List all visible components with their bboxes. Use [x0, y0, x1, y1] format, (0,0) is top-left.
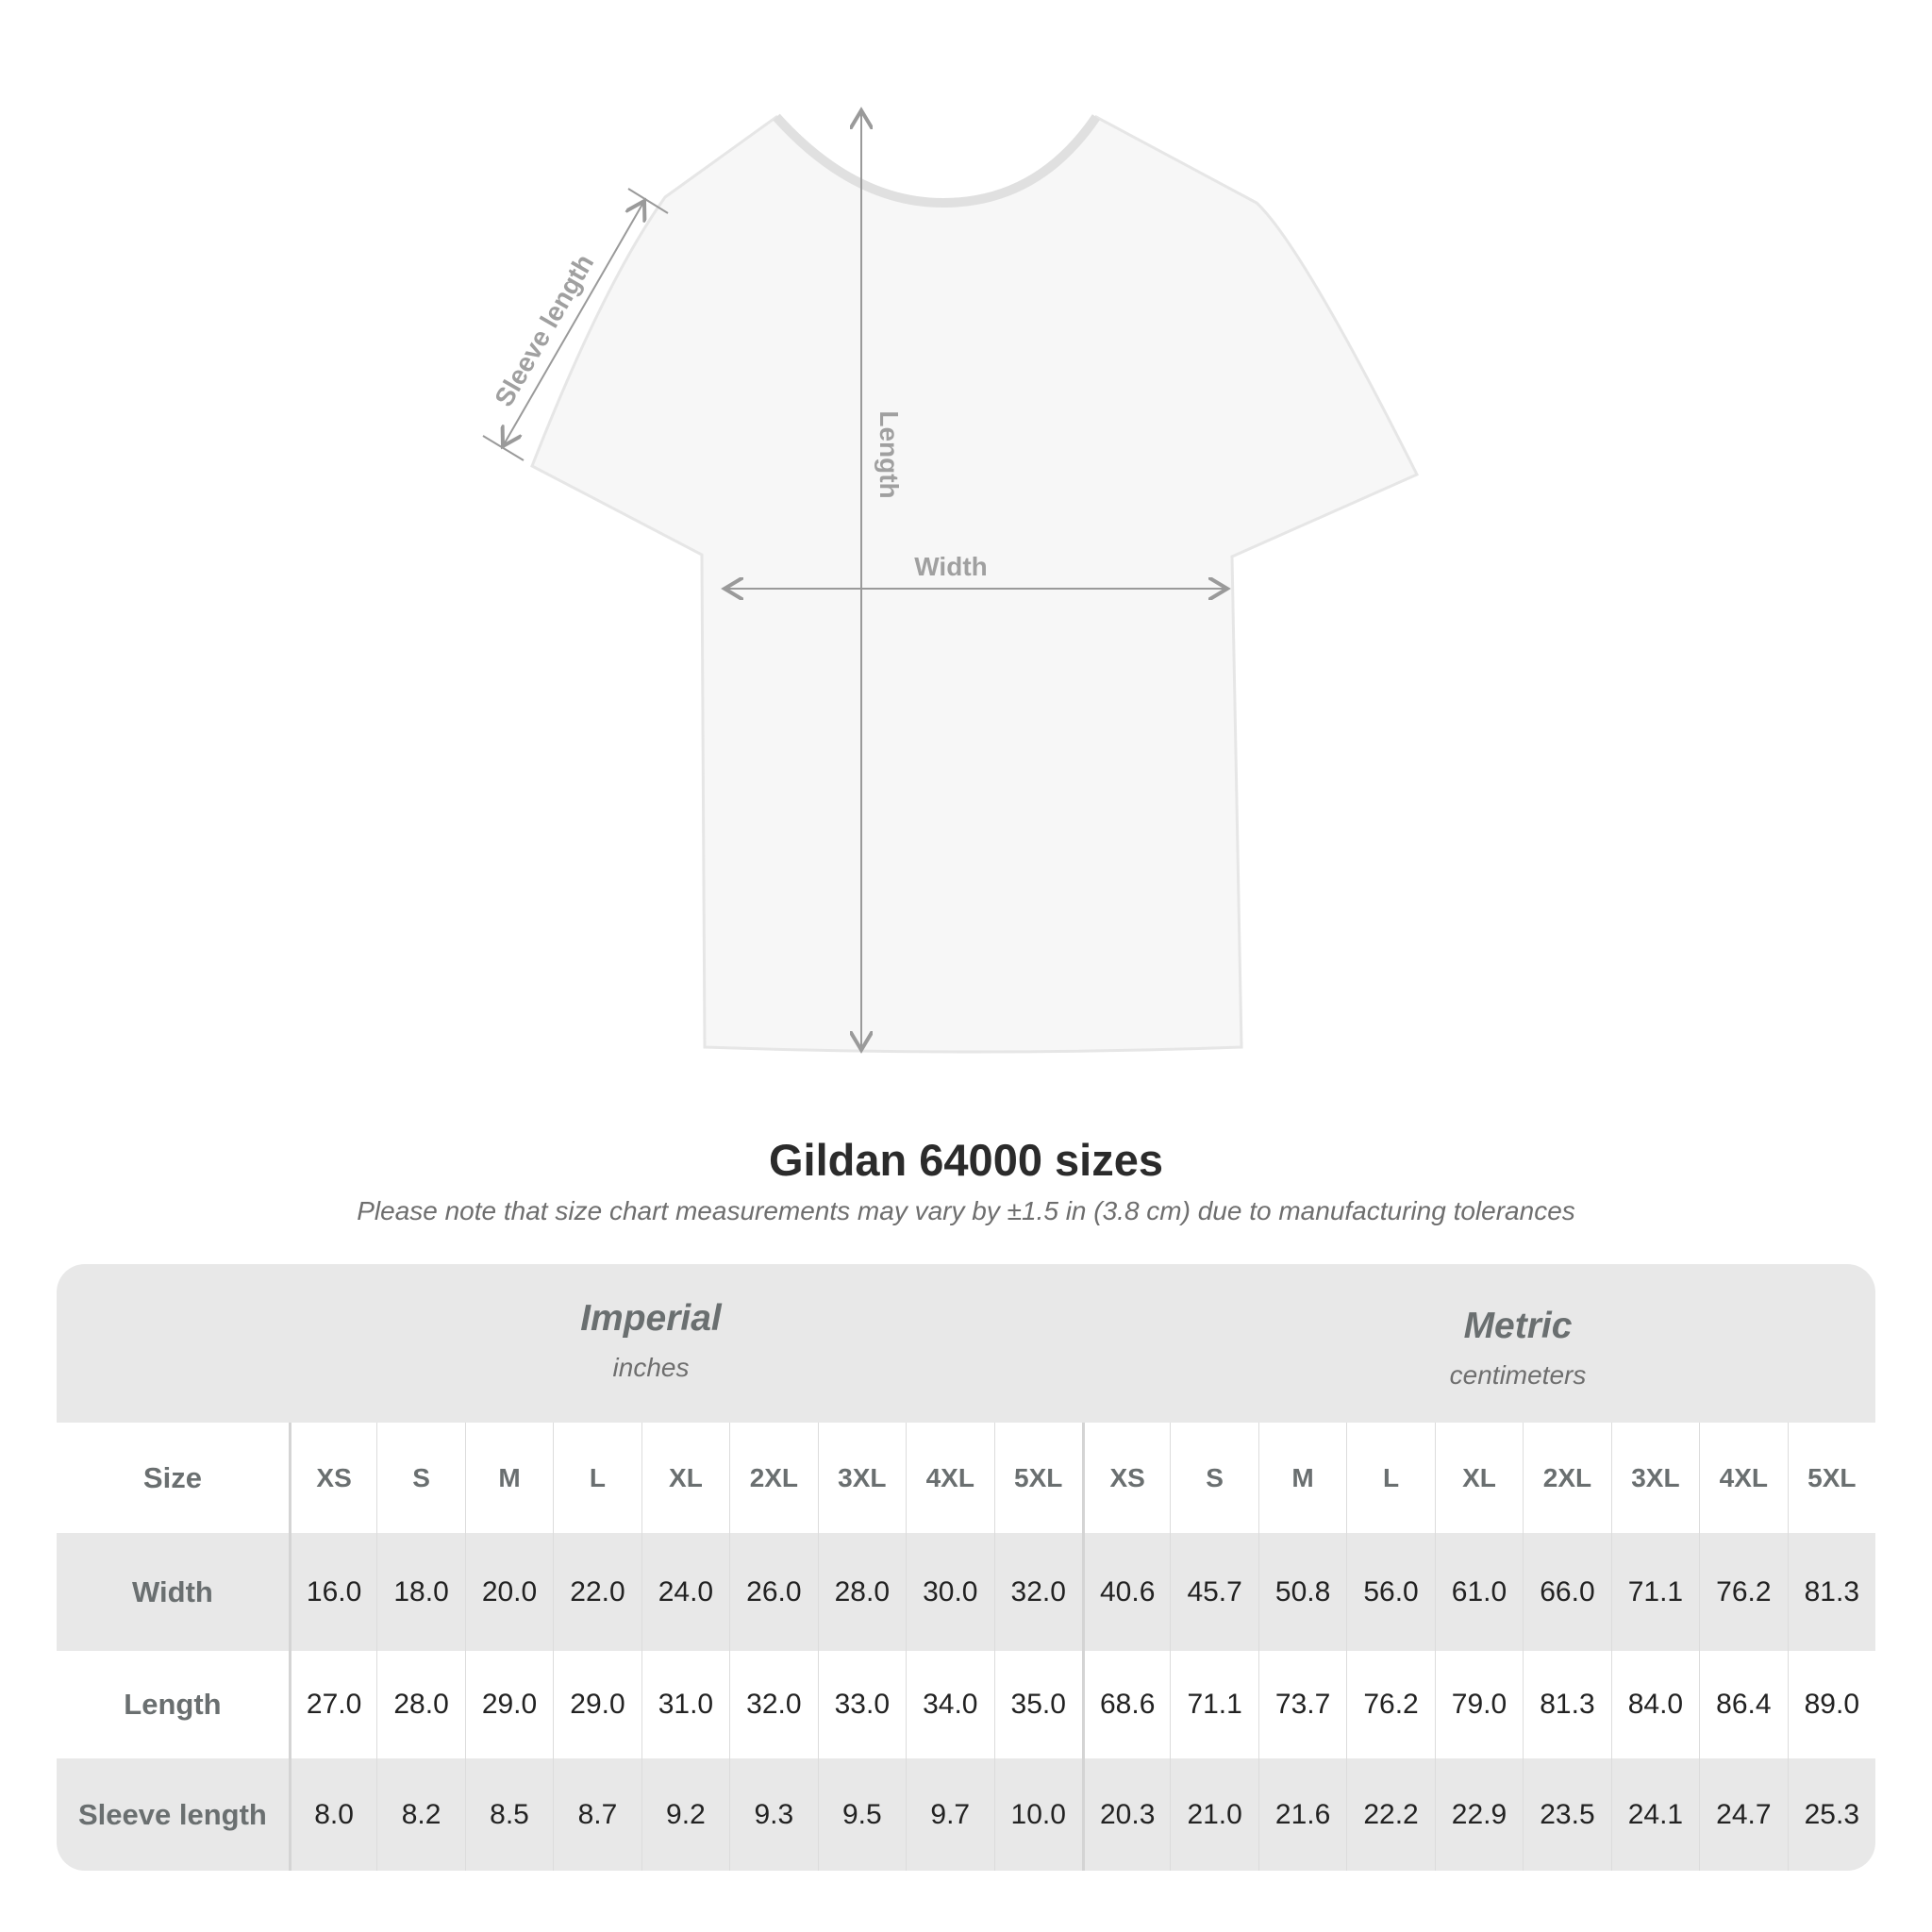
table-cell: 21.0: [1170, 1758, 1257, 1871]
table-cell: 76.2: [1346, 1651, 1434, 1758]
table-cell: 84.0: [1610, 1651, 1699, 1758]
length-label: Length: [874, 410, 904, 498]
table-cell: 71.1: [1170, 1651, 1257, 1758]
table-cell: 68.6: [1081, 1651, 1170, 1758]
size-header-metric-xl: XL: [1434, 1423, 1523, 1533]
table-cell: 27.0: [288, 1651, 376, 1758]
metric-header: Metric centimeters: [1449, 1306, 1587, 1390]
table-cell: 22.2: [1346, 1758, 1434, 1871]
table-cell: 81.3: [1523, 1651, 1610, 1758]
table-cell: 56.0: [1346, 1533, 1434, 1651]
table-cell: 24.0: [641, 1533, 729, 1651]
table-row-width: Width 16.0 18.0 20.0 22.0 24.0 26.0 28.0 30.0 32.…: [57, 1533, 1875, 1651]
table-cell: 20.3: [1081, 1758, 1170, 1871]
table-cell: 29.0: [553, 1651, 641, 1758]
table-cell: 32.0: [993, 1533, 1082, 1651]
table-cell: 9.7: [906, 1758, 993, 1871]
table-cell: 9.2: [641, 1758, 729, 1871]
unit-header: Imperial inches Metric centimeters: [57, 1264, 1875, 1423]
imperial-header: Imperial inches: [580, 1298, 722, 1382]
size-header-imperial-xs: XS: [288, 1423, 376, 1533]
table-cell: 45.7: [1170, 1533, 1257, 1651]
size-table: Imperial inches Metric centimeters Size …: [57, 1264, 1875, 1871]
size-header-metric-l: L: [1346, 1423, 1434, 1533]
size-header-row: Size XS S M L XL 2XL 3XL 4XL 5XL XS S M L XL 2XL 3XL 4XL…: [57, 1423, 1875, 1533]
size-header-imperial-s: S: [376, 1423, 464, 1533]
size-header-metric-s: S: [1170, 1423, 1257, 1533]
table-cell: 20.0: [464, 1533, 553, 1651]
table-cell: 22.0: [553, 1533, 641, 1651]
table-cell: 28.0: [817, 1533, 906, 1651]
table-cell: 31.0: [641, 1651, 729, 1758]
table-cell: 23.5: [1523, 1758, 1610, 1871]
table-cell: 35.0: [993, 1651, 1082, 1758]
table-cell: 16.0: [288, 1533, 376, 1651]
table-cell: 24.7: [1699, 1758, 1787, 1871]
size-label: Size: [142, 1460, 202, 1494]
table-cell: 50.8: [1257, 1533, 1346, 1651]
table-cell: 61.0: [1434, 1533, 1523, 1651]
size-header-metric-4xl: 4XL: [1699, 1423, 1787, 1533]
table-cell: 8.0: [288, 1758, 376, 1871]
tshirt-diagram: Sleeve length Length Width: [482, 0, 1420, 1113]
table-cell: 81.3: [1787, 1533, 1875, 1651]
size-header-metric-xs: XS: [1081, 1423, 1170, 1533]
table-cell: 22.9: [1434, 1758, 1523, 1871]
row-label: Sleeve length: [78, 1797, 267, 1831]
size-header-metric-2xl: 2XL: [1523, 1423, 1610, 1533]
size-header-imperial-xl: XL: [641, 1423, 729, 1533]
size-header-imperial-2xl: 2XL: [729, 1423, 817, 1533]
sleeve-measure-line: [503, 201, 644, 446]
table-cell: 30.0: [906, 1533, 993, 1651]
table-cell: 29.0: [464, 1651, 553, 1758]
page-title: Gildan 64000 sizes: [768, 1135, 1164, 1185]
table-cell: 79.0: [1434, 1651, 1523, 1758]
table-cell: 40.6: [1081, 1533, 1170, 1651]
size-header-metric-3xl: 3XL: [1610, 1423, 1699, 1533]
size-header-imperial-5xl: 5XL: [993, 1423, 1082, 1533]
table-row-length: Length 27.0 28.0 29.0 29.0 31.0 32.0 33.0 34.0 35…: [57, 1651, 1875, 1758]
table-cell: 34.0: [906, 1651, 993, 1758]
size-header-imperial-3xl: 3XL: [817, 1423, 906, 1533]
row-label: Width: [132, 1574, 213, 1608]
row-label: Length: [124, 1688, 222, 1721]
table-cell: 66.0: [1523, 1533, 1610, 1651]
table-cell: 26.0: [729, 1533, 817, 1651]
size-header-metric-5xl: 5XL: [1787, 1423, 1875, 1533]
table-cell: 73.7: [1257, 1651, 1346, 1758]
table-cell: 10.0: [993, 1758, 1082, 1871]
tshirt-shape: [530, 114, 1420, 1054]
table-cell: 28.0: [376, 1651, 464, 1758]
table-cell: 71.1: [1610, 1533, 1699, 1651]
size-header-imperial-m: M: [464, 1423, 553, 1533]
table-cell: 25.3: [1787, 1758, 1875, 1871]
table-cell: 8.2: [376, 1758, 464, 1871]
table-cell: 21.6: [1257, 1758, 1346, 1871]
table-cell: 8.7: [553, 1758, 641, 1871]
size-header-imperial-4xl: 4XL: [906, 1423, 993, 1533]
table-cell: 86.4: [1699, 1651, 1787, 1758]
table-row-sleeve-length: Sleeve length 8.0 8.2 8.5 8.7 9.2 9.3 9.5 9.7 10.…: [57, 1758, 1875, 1871]
size-header-imperial-l: L: [553, 1423, 641, 1533]
table-cell: 89.0: [1787, 1651, 1875, 1758]
table-cell: 9.5: [817, 1758, 906, 1871]
tolerance-note: Please note that size chart measurements…: [357, 1196, 1575, 1225]
table-cell: 9.3: [729, 1758, 817, 1871]
size-header-metric-m: M: [1257, 1423, 1346, 1533]
table-cell: 8.5: [464, 1758, 553, 1871]
table-cell: 32.0: [729, 1651, 817, 1758]
table-cell: 18.0: [376, 1533, 464, 1651]
table-cell: 24.1: [1610, 1758, 1699, 1871]
width-label: Width: [914, 552, 988, 581]
table-cell: 33.0: [817, 1651, 906, 1758]
table-cell: 76.2: [1699, 1533, 1787, 1651]
